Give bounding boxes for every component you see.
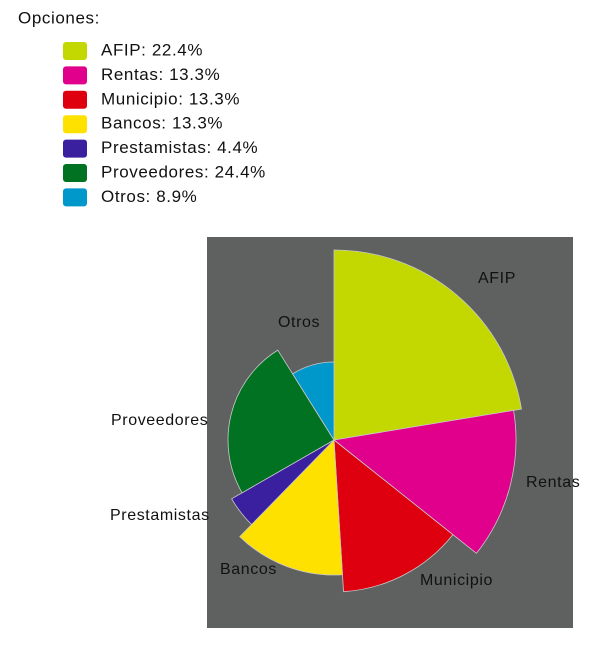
pie-slice <box>333 439 454 593</box>
slice-label: AFIP <box>478 270 516 287</box>
legend-swatch <box>63 90 87 109</box>
slice-label: Municipio <box>420 572 493 589</box>
slice-label: Otros <box>278 314 320 331</box>
legend-title: Opciones: <box>18 8 100 27</box>
legend-label: Prestamistas: 4.4% <box>101 138 258 157</box>
legend-label: AFIP: 22.4% <box>101 40 203 59</box>
slice-label: Proveedores <box>111 412 208 429</box>
pie-slice <box>333 409 517 554</box>
pie-slice <box>227 349 335 494</box>
legend-swatch <box>63 42 87 60</box>
legend-label: Municipio: 13.3% <box>101 89 240 108</box>
legend-label: Otros: 8.9% <box>101 187 197 206</box>
slice-label: Prestamistas <box>110 507 210 524</box>
legend-swatch <box>63 139 87 158</box>
pie-slice <box>333 249 522 441</box>
legend-swatch <box>63 188 87 207</box>
pie-slice <box>231 439 335 526</box>
legend-label: Rentas: 13.3% <box>101 65 220 84</box>
legend-label: Proveedores: 24.4% <box>101 162 266 181</box>
slice-label: Bancos <box>220 561 277 578</box>
slice-label: Rentas <box>526 474 580 491</box>
legend-label: Bancos: 13.3% <box>101 114 223 133</box>
legend-swatch <box>63 115 87 134</box>
legend-swatch <box>63 66 87 85</box>
pie-slice <box>239 439 343 576</box>
pie-slice <box>292 361 335 442</box>
legend-swatch <box>63 164 87 182</box>
